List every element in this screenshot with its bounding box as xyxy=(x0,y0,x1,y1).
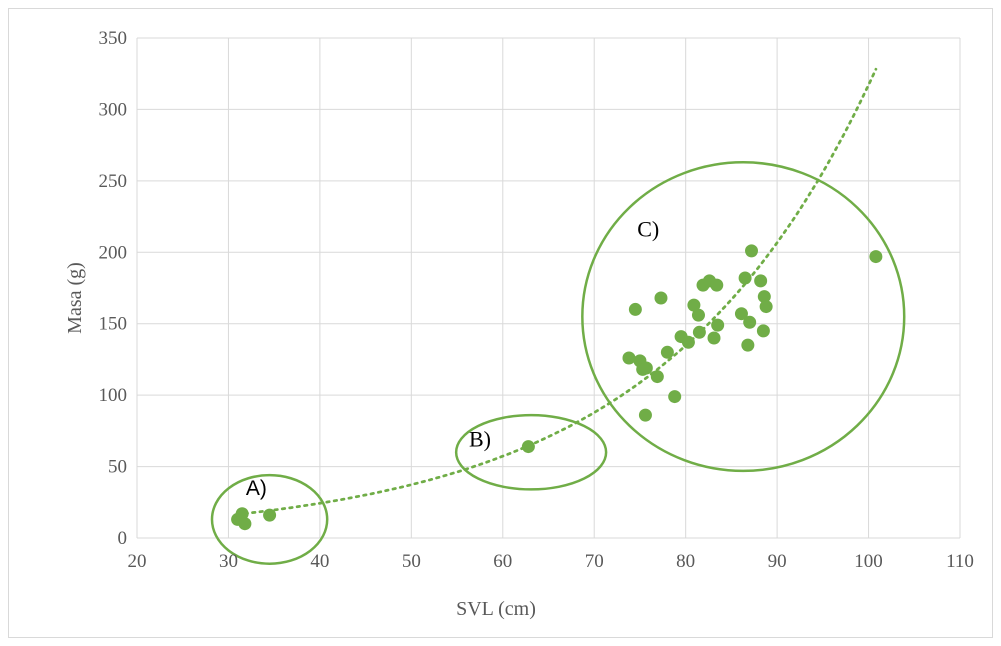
exponential-trendline xyxy=(236,67,878,516)
annotation-label: B) xyxy=(469,427,491,452)
data-point xyxy=(710,278,724,292)
data-point xyxy=(738,271,752,285)
data-point xyxy=(745,244,759,258)
data-point xyxy=(692,325,706,339)
data-point xyxy=(869,250,883,264)
data-point xyxy=(743,315,757,329)
annotation-ellipse xyxy=(210,473,329,565)
annotation-label: A) xyxy=(246,477,267,500)
scatter-chart: A) B) C) 0 50 100 150 200 250 300 350 20 30 40 50 60 70… xyxy=(64,28,974,620)
tick-labels: 0 50 100 150 200 250 300 350 20 30 40 50 60 70 80 90 100… xyxy=(99,28,974,572)
y-tick-label: 300 xyxy=(99,99,128,120)
x-tick-label: 90 xyxy=(768,551,787,572)
data-point xyxy=(734,307,748,321)
data-point xyxy=(757,290,771,304)
data-point xyxy=(681,335,695,349)
y-tick-label: 0 xyxy=(118,528,128,549)
y-tick-label: 250 xyxy=(99,171,128,192)
x-tick-label: 100 xyxy=(854,551,883,572)
x-tick-label: 50 xyxy=(402,551,421,572)
x-tick-label: 60 xyxy=(493,551,512,572)
data-point xyxy=(741,338,755,352)
y-tick-label: 50 xyxy=(108,457,127,478)
data-point xyxy=(691,308,705,322)
data-point xyxy=(759,300,773,314)
data-point xyxy=(628,302,642,316)
annotation-ellipse xyxy=(454,413,608,491)
x-tick-label: 20 xyxy=(128,551,147,572)
data-point xyxy=(654,291,668,305)
annotation-label: C) xyxy=(637,217,659,242)
annotation-ellipses: A) B) C) xyxy=(210,161,906,565)
y-tick-label: 100 xyxy=(99,385,128,406)
data-point xyxy=(707,331,721,345)
data-point xyxy=(687,298,701,312)
data-point xyxy=(238,517,252,531)
chart-frame: A) B) C) 0 50 100 150 200 250 300 350 20 30 40 50 60 70… xyxy=(8,8,993,638)
data-point xyxy=(638,408,652,422)
data-point xyxy=(235,507,249,521)
y-tick-label: 350 xyxy=(99,28,128,49)
data-point xyxy=(521,440,535,454)
data-point xyxy=(668,390,682,404)
data-point xyxy=(754,274,768,288)
data-point xyxy=(711,318,725,332)
y-tick-label: 200 xyxy=(99,242,128,263)
annotation-ellipse xyxy=(581,161,906,473)
x-tick-label: 30 xyxy=(219,551,238,572)
data-point xyxy=(639,361,653,375)
x-tick-label: 80 xyxy=(676,551,695,572)
y-tick-label: 150 xyxy=(99,314,128,335)
x-axis-label: SVL (cm) xyxy=(456,598,536,620)
trendline-layer xyxy=(236,67,878,516)
data-point xyxy=(650,370,664,384)
data-points xyxy=(231,244,883,531)
data-point xyxy=(622,351,636,365)
y-axis-label: Masa (g) xyxy=(64,262,86,334)
x-tick-label: 70 xyxy=(585,551,604,572)
data-point xyxy=(660,345,674,359)
grid-lines xyxy=(136,37,961,539)
x-tick-label: 40 xyxy=(310,551,329,572)
x-tick-label: 110 xyxy=(946,551,974,572)
data-point xyxy=(263,508,277,522)
data-point xyxy=(756,324,770,338)
